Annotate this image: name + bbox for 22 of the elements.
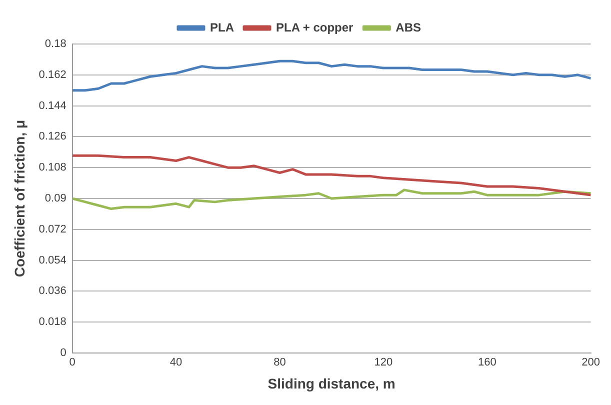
y-tick-label: 0.09: [44, 192, 66, 205]
x-tick-label: 200: [582, 356, 600, 369]
y-tick-label: 0.036: [38, 285, 66, 298]
legend-label: ABS: [396, 20, 422, 34]
x-tick-label: 40: [170, 356, 182, 369]
y-tick-label: 0.108: [38, 162, 66, 174]
legend-label: PLA: [210, 20, 234, 34]
y-tick-label: 0.054: [38, 254, 66, 266]
y-tick-label: 0.162: [38, 68, 66, 81]
y-tick-label: 0: [60, 347, 66, 360]
y-axis-title: Coefficient of friction, μ: [11, 120, 28, 278]
y-tick-label: 0.144: [38, 100, 66, 112]
y-tick-label: 0.126: [38, 130, 66, 143]
y-tick-label: 0.18: [44, 38, 66, 50]
y-tick-label: 0.018: [38, 316, 66, 328]
y-tick-label: 0.072: [38, 223, 66, 236]
x-tick-label: 160: [478, 356, 496, 369]
x-tick-label: 120: [374, 356, 393, 369]
x-tick-label: 80: [274, 356, 286, 369]
legend-label: PLA + copper: [276, 20, 354, 34]
x-tick-label: 0: [69, 356, 76, 369]
x-axis-title: Sliding distance, m: [268, 375, 396, 392]
